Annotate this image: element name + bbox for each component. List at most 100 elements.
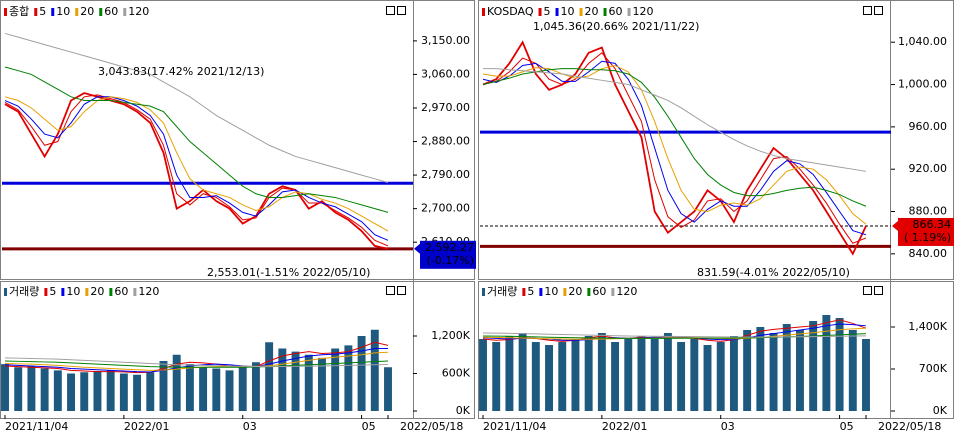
annotation: 3,043.83(17.42% 2021/12/13) [98, 65, 264, 78]
current-price: 866.34 [913, 218, 952, 231]
legend-swatch [34, 8, 38, 16]
legend-swatch [627, 8, 631, 16]
price-pointer [414, 243, 420, 254]
volume-bar [14, 367, 23, 411]
volume-bar [624, 339, 633, 411]
legend-swatch [603, 8, 607, 16]
volume-bar [611, 342, 620, 411]
volume-bar [199, 367, 208, 411]
legend-swatch [4, 288, 7, 296]
legend-swatch [555, 8, 559, 16]
window-buttons [386, 6, 883, 295]
volume-bar [67, 373, 75, 411]
legend-label: 5 [544, 5, 551, 18]
volume-bar [505, 336, 514, 411]
volume-bar [769, 333, 778, 411]
legend-label: 10 [561, 5, 575, 18]
y-tick-label: 3,060.00 [421, 67, 470, 80]
moving-average [483, 68, 867, 172]
y-tick-label: 1,400K [908, 320, 947, 333]
button[interactable] [397, 286, 406, 295]
legend-label: 10 [544, 285, 558, 298]
legend-label: 60 [104, 5, 118, 18]
button[interactable] [397, 6, 406, 15]
legend-label: 20 [90, 285, 104, 298]
volume-bar [53, 370, 62, 411]
frame [0, 0, 475, 280]
moving-average [4, 96, 389, 232]
y-tick-label: 880.00 [909, 205, 948, 218]
volume-bar [809, 321, 818, 411]
volume-bar [159, 361, 168, 411]
volume-bar [584, 336, 593, 411]
x-tick-label: 05 [840, 420, 854, 433]
legend-label: 5 [49, 285, 56, 298]
volume-bar [703, 345, 712, 411]
volume-bar [531, 342, 540, 411]
legend-swatch [61, 288, 65, 296]
volume-bar [782, 324, 791, 411]
current-price-box [898, 217, 954, 246]
x-tick-label: 2022/05/18 [878, 420, 941, 433]
volume-bar [146, 372, 155, 411]
y-tick-label: 0K [933, 404, 948, 417]
annotation: 831.59(-4.01% 2022/05/10) [697, 266, 850, 279]
legend-swatch [482, 8, 485, 16]
volume-bar [357, 336, 366, 411]
volume-bar [40, 368, 49, 411]
volume-bar [133, 374, 142, 411]
button[interactable] [386, 6, 395, 15]
legend-swatch [109, 288, 113, 296]
legend-swatch [611, 288, 615, 296]
y-tick-label: 600K [442, 367, 471, 380]
volume-bar [93, 371, 102, 411]
legend-label: 120 [633, 5, 654, 18]
volume-bar [558, 342, 567, 411]
button[interactable] [386, 286, 395, 295]
legend-swatch [85, 288, 89, 296]
volume-bar [318, 357, 326, 411]
legend-label: 60 [592, 285, 606, 298]
button[interactable] [874, 286, 883, 295]
volume-bar [835, 318, 844, 411]
price-line [4, 92, 389, 250]
volume-bar [1, 364, 9, 411]
y-tick-label: 960.00 [909, 120, 948, 133]
y-tick-label: 700K [919, 362, 948, 375]
x-tick-label: 2022/01 [602, 420, 648, 433]
volume-bar [80, 372, 89, 411]
button[interactable] [863, 6, 872, 15]
volume-bar [545, 345, 553, 411]
y-tick-label: 2,970.00 [421, 101, 470, 114]
y-tick-label: 0K [456, 404, 471, 417]
legend-swatch [51, 8, 55, 16]
volume-bar [637, 336, 646, 411]
legend-swatch [539, 288, 543, 296]
volume-bar [571, 339, 580, 411]
volume-bar [492, 342, 501, 411]
current-price: 2,592.27 [425, 241, 474, 254]
volume-bar [663, 333, 672, 411]
y-tick-label: 1,200K [431, 329, 470, 342]
button[interactable] [874, 6, 883, 15]
legend-label: 5 [39, 5, 46, 18]
volume-bar [238, 367, 247, 411]
moving-average [4, 94, 389, 247]
current-change: (-0.17%) [427, 254, 475, 267]
legend-label: 5 [527, 285, 534, 298]
y-tick-label: 1,040.00 [898, 35, 947, 48]
volume-bar [212, 368, 221, 411]
volume-bar [265, 342, 274, 411]
volume-bar [172, 354, 181, 411]
legend-swatch [579, 8, 583, 16]
button[interactable] [863, 286, 872, 295]
volume-bar [251, 362, 260, 411]
volume-bar [291, 351, 300, 411]
volume-bar [344, 345, 353, 411]
y-tick-label: 2,700.00 [421, 202, 470, 215]
price-pointer [892, 220, 898, 231]
y-tick-label: 1,000.00 [898, 78, 947, 91]
legend-label: 60 [114, 285, 128, 298]
volume-bar [796, 330, 804, 411]
